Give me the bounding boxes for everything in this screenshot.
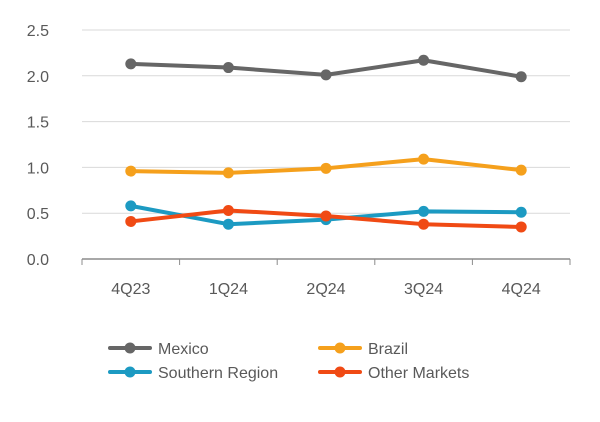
legend-marker	[124, 342, 136, 354]
data-point	[515, 164, 527, 176]
data-point	[222, 204, 234, 216]
legend-label: Mexico	[158, 341, 209, 358]
x-tick-label: 1Q24	[209, 281, 248, 298]
series-lines	[125, 54, 527, 233]
legend-marker	[334, 342, 346, 354]
axes: 0.0 0.5 1.0 1.5 2.0 2.5 4Q23 1Q24 2Q24 3Q24 4Q24	[27, 23, 571, 298]
data-point	[125, 200, 137, 212]
legend-marker	[334, 366, 346, 378]
data-point	[320, 69, 332, 81]
y-tick-label: 1.0	[27, 160, 49, 177]
data-point	[125, 58, 137, 70]
data-point	[125, 165, 137, 177]
y-tick-label: 2.5	[27, 23, 49, 40]
data-point	[222, 62, 234, 74]
legend-item: Brazil	[318, 341, 408, 358]
series-brazil	[125, 153, 527, 179]
series-other-markets	[125, 204, 527, 233]
data-point	[125, 215, 137, 227]
legend-item: Mexico	[108, 341, 209, 358]
y-tick-label: 0.0	[27, 252, 49, 269]
data-point	[418, 54, 430, 66]
gridlines	[82, 29, 570, 214]
legend-marker	[124, 366, 136, 378]
x-tick-label: 4Q23	[111, 281, 150, 298]
legend-label: Southern Region	[158, 365, 278, 382]
data-point	[418, 153, 430, 165]
x-tick-label: 2Q24	[306, 281, 345, 298]
data-point	[320, 162, 332, 174]
data-point	[222, 167, 234, 179]
series-mexico	[125, 54, 527, 83]
legend-item: Other Markets	[318, 365, 469, 382]
legend-label: Brazil	[368, 341, 408, 358]
legend-label: Other Markets	[368, 365, 469, 382]
x-tick-label: 3Q24	[404, 281, 443, 298]
x-tick-label: 4Q24	[502, 281, 541, 298]
data-point	[222, 218, 234, 230]
y-tick-label: 1.5	[27, 115, 49, 132]
data-point	[320, 210, 332, 222]
data-point	[515, 221, 527, 233]
data-point	[515, 71, 527, 83]
legend-item: Southern Region	[108, 365, 278, 382]
data-point	[515, 206, 527, 218]
data-point	[418, 205, 430, 217]
data-point	[418, 218, 430, 230]
y-tick-label: 2.0	[27, 69, 49, 86]
legend: Mexico Brazil Southern Region Other Markets	[108, 341, 469, 382]
y-tick-label: 0.5	[27, 206, 49, 223]
